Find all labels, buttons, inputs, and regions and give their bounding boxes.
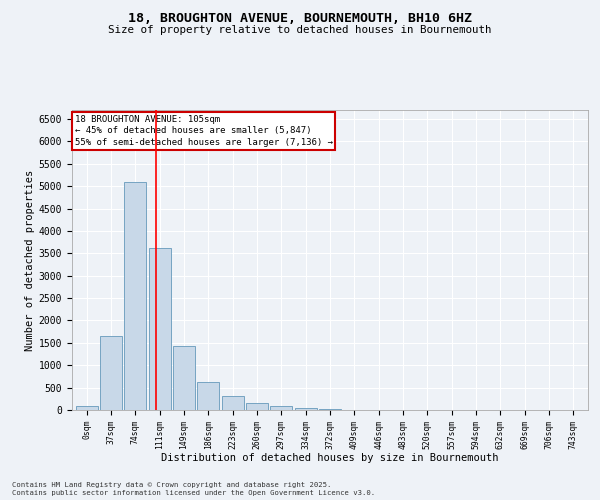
Bar bbox=[246, 404, 268, 410]
Bar bbox=[173, 346, 195, 410]
Y-axis label: Number of detached properties: Number of detached properties bbox=[25, 170, 35, 350]
X-axis label: Distribution of detached houses by size in Bournemouth: Distribution of detached houses by size … bbox=[161, 453, 499, 463]
Text: Contains public sector information licensed under the Open Government Licence v3: Contains public sector information licen… bbox=[12, 490, 375, 496]
Bar bbox=[197, 382, 219, 410]
Bar bbox=[76, 406, 98, 410]
Bar bbox=[319, 409, 341, 410]
Bar bbox=[149, 248, 170, 410]
Text: Contains HM Land Registry data © Crown copyright and database right 2025.: Contains HM Land Registry data © Crown c… bbox=[12, 482, 331, 488]
Bar bbox=[271, 406, 292, 410]
Bar bbox=[124, 182, 146, 410]
Text: 18 BROUGHTON AVENUE: 105sqm
← 45% of detached houses are smaller (5,847)
55% of : 18 BROUGHTON AVENUE: 105sqm ← 45% of det… bbox=[74, 114, 332, 147]
Bar bbox=[221, 396, 244, 410]
Text: 18, BROUGHTON AVENUE, BOURNEMOUTH, BH10 6HZ: 18, BROUGHTON AVENUE, BOURNEMOUTH, BH10 … bbox=[128, 12, 472, 26]
Bar bbox=[100, 336, 122, 410]
Text: Size of property relative to detached houses in Bournemouth: Size of property relative to detached ho… bbox=[108, 25, 492, 35]
Bar bbox=[295, 408, 317, 410]
